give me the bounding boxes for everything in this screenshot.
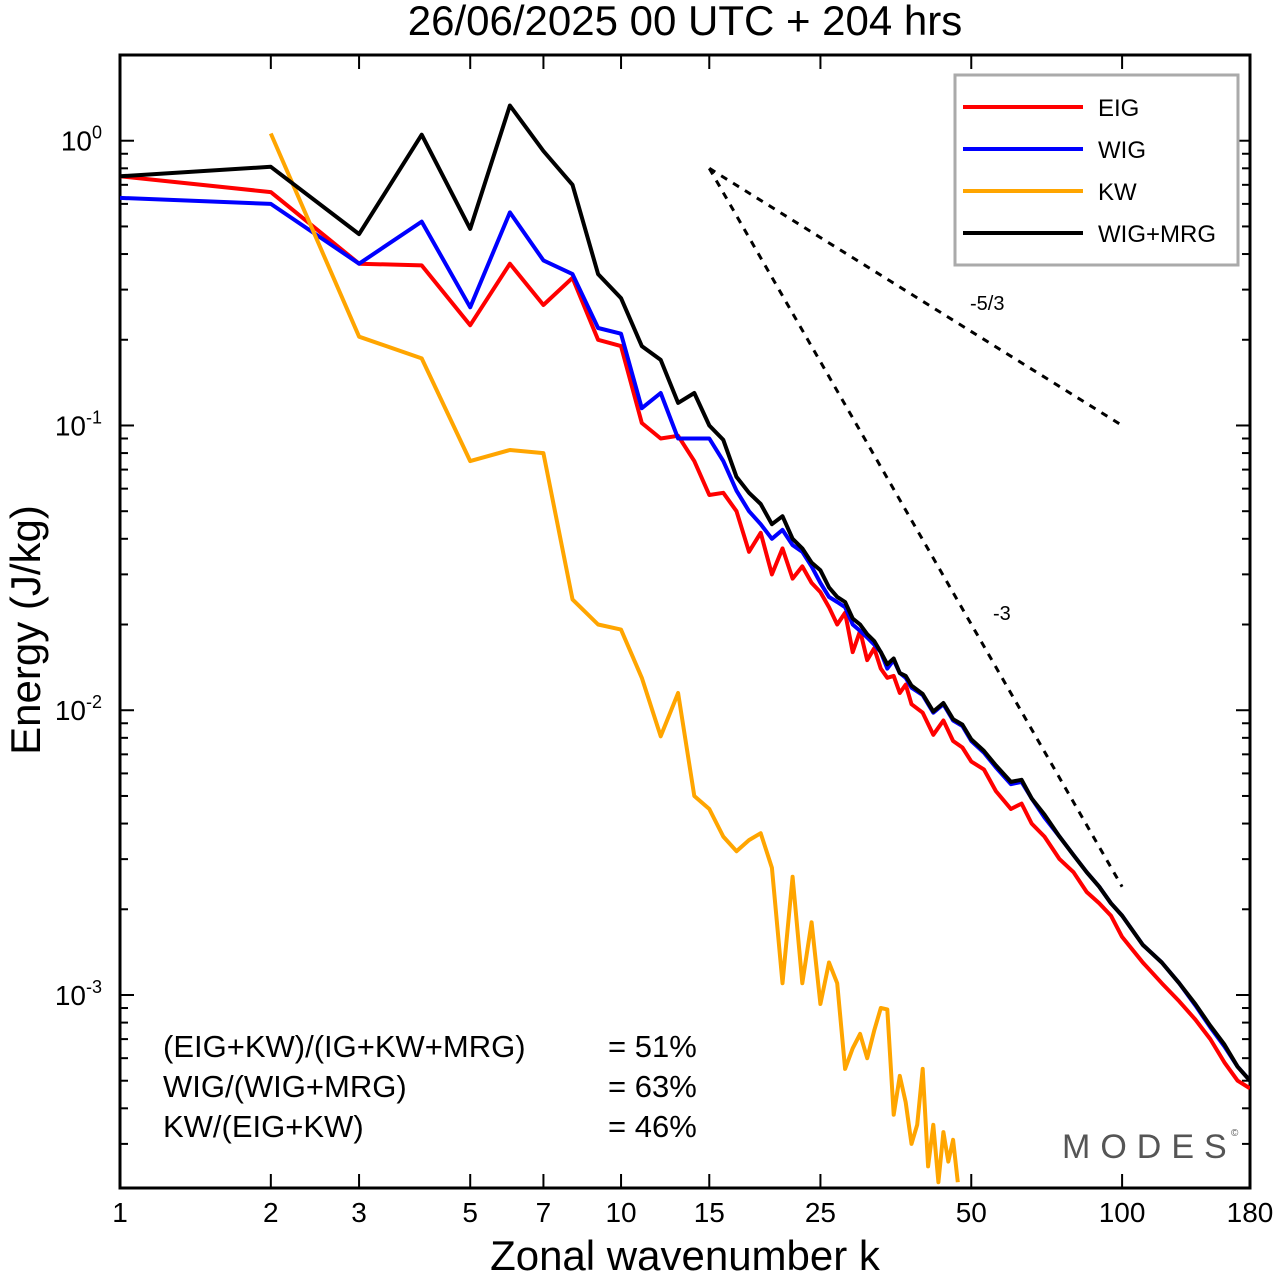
plot-frame (118, 53, 1252, 1190)
y-tick-label: 10-1 (55, 407, 102, 441)
legend: EIG WIG KW WIG+MRG (953, 73, 1240, 267)
slope-lines: -5/3 -3 (707, 167, 1124, 888)
legend-label: EIG (1098, 95, 1139, 122)
slope-reference-line (707, 167, 1124, 888)
x-tick-label: 180 (1227, 1197, 1274, 1228)
x-tick-label: 25 (805, 1197, 836, 1228)
ratio-value: = 63% (608, 1069, 697, 1104)
series-layer (120, 103, 1250, 1185)
ratio-label: WIG/(WIG+MRG) (163, 1069, 407, 1104)
chart-title: 26/06/2025 00 UTC + 204 hrs (408, 0, 963, 44)
y-axis-label: Energy (J/kg) (2, 505, 49, 755)
series-line-wig (120, 195, 1250, 1083)
series-line-wig-mrg (120, 103, 1250, 1083)
ratio-value: = 51% (608, 1029, 697, 1064)
legend-label: KW (1098, 179, 1137, 206)
x-tick-label: 10 (605, 1197, 636, 1228)
x-tick-label: 7 (536, 1197, 552, 1228)
x-tick-label: 50 (956, 1197, 987, 1228)
y-tick-label: 10-3 (55, 977, 102, 1011)
copyright-mark: © (1231, 1128, 1239, 1139)
x-axis-label: Zonal wavenumber k (490, 1232, 881, 1279)
ratio-label: (EIG+KW)/(IG+KW+MRG) (163, 1029, 526, 1064)
plot-border (118, 53, 1252, 1190)
x-tick-label: 100 (1099, 1197, 1146, 1228)
x-axis: 1 2 3 5 7 10 15 25 50 100 180 (112, 55, 1273, 1228)
slope-label: -3 (993, 603, 1011, 625)
ratio-label: KW/(EIG+KW) (163, 1109, 364, 1144)
legend-label: WIG+MRG (1098, 221, 1216, 248)
x-tick-label: 15 (694, 1197, 725, 1228)
slope-label: -5/3 (970, 293, 1004, 315)
series-line-eig (120, 174, 1250, 1091)
x-tick-label: 2 (263, 1197, 279, 1228)
ratio-annotations: (EIG+KW)/(IG+KW+MRG) = 51% WIG/(WIG+MRG) = … (163, 1029, 697, 1144)
y-tick-label: 100 (61, 123, 102, 157)
ratio-value: = 46% (608, 1109, 697, 1144)
modes-logo: MODES (1062, 1128, 1237, 1166)
x-tick-label: 5 (462, 1197, 478, 1228)
slope-reference-line (708, 167, 1123, 427)
x-tick-label: 1 (112, 1197, 128, 1228)
x-tick-label: 3 (351, 1197, 367, 1228)
y-tick-label: 10-2 (55, 692, 102, 726)
legend-label: WIG (1098, 137, 1146, 164)
series-line-kw (268, 132, 960, 1185)
